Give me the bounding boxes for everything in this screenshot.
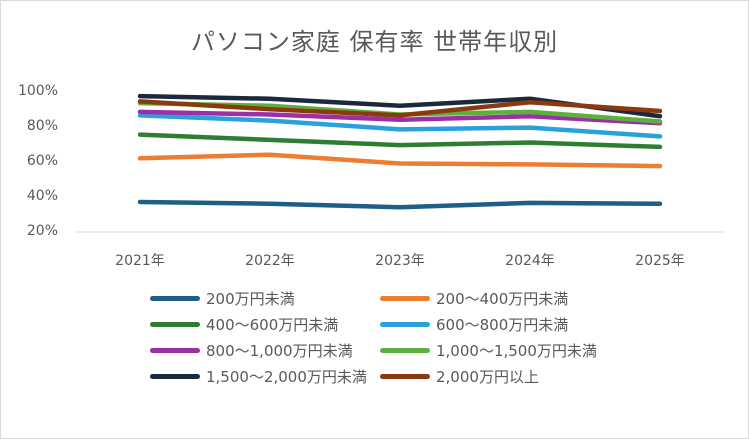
legend-label: 1,500～2,000万円未満 <box>206 368 367 386</box>
y-tick-label: 40% <box>27 188 58 204</box>
y-tick-label: 100% <box>18 83 58 99</box>
x-tick-label: 2021年 <box>115 253 165 269</box>
series-line-8 <box>137 99 663 118</box>
legend-item: 1,000～1,500万円未満 <box>380 340 597 361</box>
legend-swatch <box>380 296 430 301</box>
legend-label: 800～1,000万円未満 <box>206 342 353 360</box>
legend-item: 200万円未満 <box>150 288 295 309</box>
y-tick-label: 20% <box>27 223 58 239</box>
legend-item: 800～1,000万円未満 <box>150 340 353 361</box>
series-line-4 <box>137 113 663 139</box>
legend-swatch <box>150 374 200 379</box>
legend-swatch <box>380 322 430 327</box>
legend-label: 400～600万円未満 <box>206 316 339 334</box>
x-tick-label: 2025年 <box>635 253 685 269</box>
x-tick-label: 2024年 <box>505 253 555 269</box>
legend-label: 1,000～1,500万円未満 <box>436 342 597 360</box>
x-tick-label: 2022年 <box>245 253 295 269</box>
legend-item: 1,500～2,000万円未満 <box>150 366 367 387</box>
x-tick-label: 2023年 <box>375 253 425 269</box>
series-line-1 <box>137 199 663 210</box>
legend-label: 600～800万円未満 <box>436 316 569 334</box>
chart-title: パソコン家庭 保有率 世帯年収別 <box>190 28 559 56</box>
y-tick-label: 60% <box>27 153 58 169</box>
legend-label: 200～400万円未満 <box>436 290 569 308</box>
y-tick-label: 80% <box>27 118 58 134</box>
legend-swatch <box>380 348 430 353</box>
legend-item: 400～600万円未満 <box>150 314 338 335</box>
legend-swatch <box>150 296 200 301</box>
legend-label: 200万円未満 <box>206 290 295 308</box>
legend-item: 2,000万円以上 <box>380 366 539 387</box>
legend-swatch <box>150 322 200 327</box>
legend-item: 600～800万円未満 <box>380 314 568 335</box>
series-line-3 <box>137 132 663 150</box>
series-line-5 <box>137 109 663 126</box>
legend-label: 2,000万円以上 <box>436 368 539 386</box>
legend-swatch <box>380 374 430 379</box>
series-line-2 <box>137 152 663 169</box>
legend-swatch <box>150 348 200 353</box>
legend-item: 200～400万円未満 <box>380 288 568 309</box>
